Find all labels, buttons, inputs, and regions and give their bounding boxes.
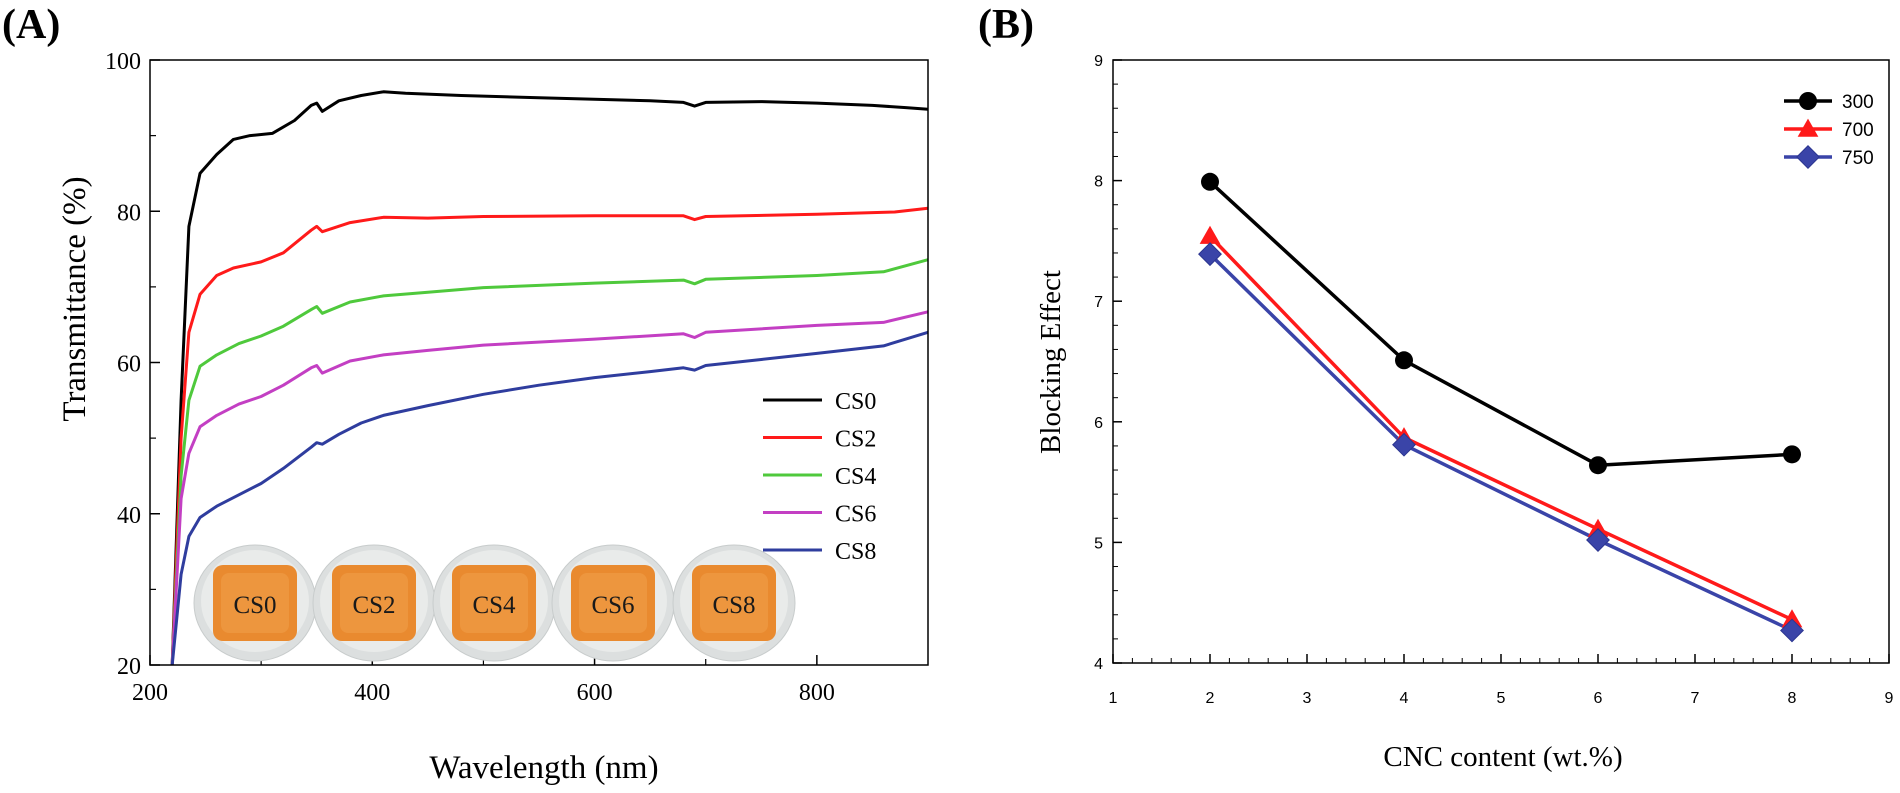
panel-b-point-750	[1586, 528, 1610, 552]
panel-a-x-tick-label: 800	[799, 680, 835, 706]
sample-label-card-highlight	[579, 573, 647, 633]
panel-b-ticks: 4 5 6 7 8 9 1 2 3 4 5 6 7 8 9	[1094, 53, 1893, 707]
panel-b-series	[1198, 172, 1804, 643]
panel-a-legend-label: CS4	[835, 464, 876, 490]
panel-a-plot-frame	[149, 59, 929, 666]
panel-b-x-tick-label: 2	[1206, 690, 1215, 707]
panel-b-x-tick-label: 1	[1109, 690, 1118, 707]
panel-b-point-700	[1199, 225, 1221, 244]
panel-b-point-300	[1783, 445, 1801, 464]
panel-a-legend: CS0 CS2 CS4 CS6 CS8	[763, 389, 876, 565]
panel-b-plot-frame	[1112, 59, 1890, 664]
panel-a: (A) Transmittance (%) Wavelength (nm) 20…	[2, 2, 929, 786]
panel-b-point-750	[1198, 242, 1222, 267]
sample-photo: CS0	[193, 544, 317, 662]
panel-a-y-tick-label: 100	[105, 49, 141, 75]
panel-a-y-tick-label: 60	[117, 352, 141, 378]
sample-label-card-highlight	[221, 573, 289, 633]
panel-b-legend-marker	[1797, 118, 1819, 137]
panel-b-y-tick-label: 8	[1094, 174, 1103, 191]
panel-a-x-tick-label: 200	[132, 680, 168, 706]
panel-b-legend-marker	[1796, 145, 1820, 169]
sample-label-card-highlight	[460, 573, 528, 633]
panel-a-y-tick-label: 20	[117, 654, 141, 680]
panel-a-series-line-cs6	[170, 310, 929, 666]
panel-a-x-tick-label: 400	[354, 680, 390, 706]
panel-b-point-700	[1781, 609, 1803, 628]
panel-b-series-line-300	[1208, 180, 1793, 467]
sample-label-card-highlight	[340, 573, 408, 633]
panel-b-x-tick-label: 7	[1691, 690, 1700, 707]
panel-b: (B) Blocking Effect CNC content (wt.%) 4…	[978, 2, 1894, 773]
sample-label-card-highlight	[700, 573, 768, 633]
panel-b-point-750	[1392, 432, 1416, 457]
panel-a-legend-label: CS2	[835, 427, 876, 453]
panel-a-legend-label: CS8	[835, 539, 876, 565]
panel-b-y-tick-label: 7	[1094, 294, 1103, 311]
panel-a-x-tick-label: 600	[577, 680, 613, 706]
sample-photo: CS8	[672, 544, 796, 662]
panel-b-y-axis-title: Blocking Effect	[1035, 270, 1067, 454]
panel-b-legend-label: 300	[1842, 92, 1874, 113]
panel-b-y-tick-label: 9	[1094, 53, 1103, 70]
sample-photo: CS6	[551, 544, 675, 662]
panel-b-series-line-700	[1208, 234, 1793, 622]
panel-a-legend-label: CS0	[835, 389, 876, 415]
panel-a-y-tick-label: 80	[117, 200, 141, 226]
panel-a-label: (A)	[2, 2, 60, 48]
panel-b-y-tick-label: 6	[1094, 415, 1103, 432]
panel-b-x-tick-label: 9	[1885, 690, 1894, 707]
sample-photo: CS4	[432, 544, 556, 662]
panel-b-y-tick-label: 5	[1094, 535, 1103, 552]
panel-b-series-line-750	[1208, 252, 1793, 632]
panel-a-legend-label: CS6	[835, 502, 876, 528]
panel-b-point-750	[1780, 618, 1804, 643]
sample-photo: CS2	[312, 544, 436, 662]
panel-b-legend-label: 750	[1842, 148, 1874, 169]
panel-a-y-tick-label: 40	[117, 503, 141, 529]
panel-b-x-tick-label: 3	[1303, 690, 1312, 707]
panel-a-series	[170, 90, 929, 666]
panel-b-x-tick-label: 6	[1594, 690, 1603, 707]
sample-photo-label: CS8	[712, 592, 755, 619]
panel-b-point-300	[1395, 351, 1413, 370]
panel-a-x-axis-title: Wavelength (nm)	[429, 750, 658, 786]
sample-photo-label: CS0	[233, 592, 276, 619]
panel-a-series-line-cs4	[170, 258, 929, 666]
panel-b-legend-label: 700	[1842, 120, 1874, 141]
panel-b-label: (B)	[978, 2, 1034, 48]
panel-a-series-line-cs8	[170, 330, 929, 666]
panel-b-legend: 300 700 750	[1784, 92, 1874, 169]
panel-b-legend-marker	[1799, 92, 1817, 110]
panel-b-point-300	[1201, 172, 1219, 191]
panel-b-x-axis-title: CNC content (wt.%)	[1383, 741, 1622, 773]
panel-b-point-300	[1589, 456, 1607, 475]
panel-b-x-tick-label: 8	[1788, 690, 1797, 707]
panel-b-x-tick-label: 5	[1497, 690, 1506, 707]
sample-photo-label: CS2	[352, 592, 395, 619]
panel-a-series-line-cs2	[170, 206, 929, 666]
panel-b-y-tick-label: 4	[1094, 656, 1103, 673]
sample-photo-label: CS4	[472, 592, 516, 619]
sample-photo-label: CS6	[591, 592, 634, 619]
panel-a-ticks: 20 40 60 80 100 200 400 600 800	[105, 49, 835, 706]
panel-b-x-tick-label: 4	[1400, 690, 1409, 707]
panel-a-y-axis-title: Transmittance (%)	[57, 176, 93, 421]
panel-a-series-line-cs0	[170, 90, 929, 666]
panel-b-point-700	[1587, 518, 1609, 537]
sample-photos: CS0 CS2 CS4 CS6 CS8	[193, 544, 796, 662]
